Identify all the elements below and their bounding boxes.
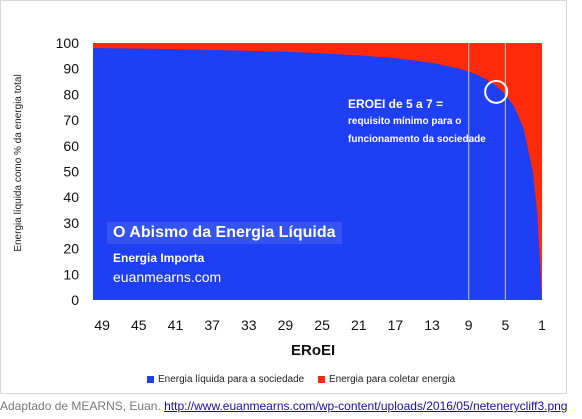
legend-swatch-blue	[147, 376, 154, 383]
y-tick-label-40: 40	[63, 189, 79, 205]
y-tick-label-90: 90	[63, 61, 79, 77]
legend-swatch-red	[318, 376, 325, 383]
legend-item-net-energy: Energia líquida para a sociedade	[147, 374, 304, 385]
annotation-line-2: requisito mínimo para o	[348, 116, 462, 127]
x-tick-label-9: 9	[465, 317, 473, 333]
y-tick-label-80: 80	[63, 86, 79, 102]
y-tick-label-10: 10	[63, 266, 79, 282]
x-tick-label-13: 13	[424, 317, 440, 333]
highlight-circle	[484, 79, 509, 104]
x-tick-label-17: 17	[388, 317, 404, 333]
x-tick-label-33: 33	[241, 317, 257, 333]
y-tick-label-30: 30	[63, 215, 79, 231]
chart-frame: 0 10 20 30 40 50 60 70 80 90 100 49 45 41 37 33 29 25 21 17…	[0, 0, 567, 394]
caption-prefix: Adaptado de MEARNS, Euan.	[0, 399, 161, 413]
source-caption: Adaptado de MEARNS, Euan. http://www.eua…	[0, 399, 567, 413]
x-axis-label: ERoEI	[291, 342, 336, 359]
x-tick-label-25: 25	[314, 317, 330, 333]
watermark-site: euanmearns.com	[113, 269, 222, 285]
legend-item-energy-cost: Energia para coletar energia	[318, 374, 455, 385]
x-tick-label-5: 5	[501, 317, 509, 333]
y-axis-label: Energia líquida como % da energia total	[13, 74, 24, 252]
y-tick-label-60: 60	[63, 138, 79, 154]
annotation-box: EROEI de 5 a 7 = requisito mínimo para o…	[348, 95, 486, 149]
y-tick-label-0: 0	[71, 292, 79, 308]
y-tick-label-100: 100	[56, 35, 80, 51]
x-tick-label-1: 1	[538, 317, 546, 333]
chart-svg: 0 10 20 30 40 50 60 70 80 90 100 49 45 41 37 33 29 25 21 17…	[56, 35, 546, 333]
x-tick-label-21: 21	[351, 317, 367, 333]
x-tick-label-37: 37	[204, 317, 220, 333]
x-tick-label-41: 41	[168, 317, 184, 333]
annotation-line-1: EROEI de 5 a 7 =	[348, 97, 444, 111]
y-tick-label-20: 20	[63, 241, 79, 257]
x-tick-label-29: 29	[278, 317, 294, 333]
watermark-title: O Abismo da Energia Líquida	[107, 222, 342, 244]
x-tick-label-49: 49	[94, 317, 110, 333]
annotation-line-3: funcionamento da sociedade	[348, 134, 486, 145]
source-link[interactable]: http://www.euanmearns.com/wp-content/upl…	[164, 399, 568, 413]
y-tick-label-70: 70	[63, 112, 79, 128]
y-tick-label-50: 50	[63, 164, 79, 180]
watermark-subtitle: Energia Importa	[113, 251, 205, 265]
legend-label-net-energy: Energia líquida para a sociedade	[158, 374, 305, 385]
x-tick-label-45: 45	[131, 317, 147, 333]
legend-label-energy-cost: Energia para coletar energia	[329, 374, 456, 385]
